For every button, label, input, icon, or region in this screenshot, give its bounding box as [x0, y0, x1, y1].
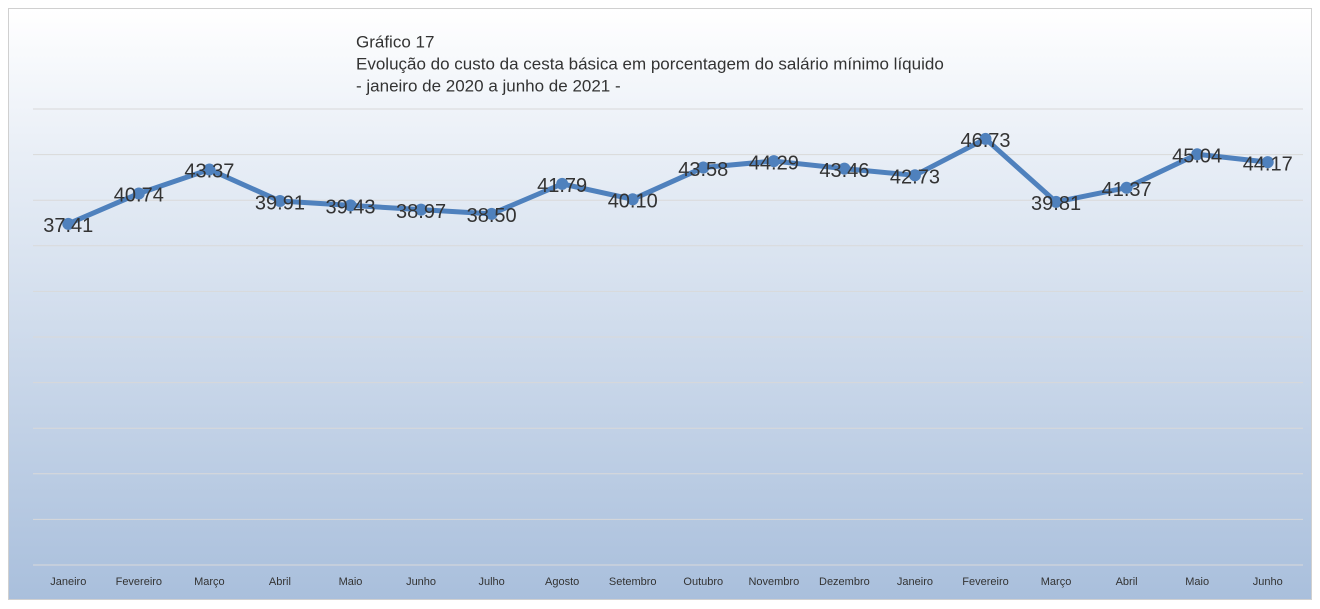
- x-tick-label: Setembro: [609, 576, 657, 588]
- data-label: 39.43: [325, 197, 375, 219]
- point: [979, 132, 992, 145]
- x-tick-label: Abril: [269, 576, 291, 588]
- point: [415, 203, 428, 216]
- x-tick-label: Outubro: [683, 576, 723, 588]
- data-label: 45.04: [1172, 146, 1222, 168]
- point: [838, 162, 851, 175]
- data-label: 40.10: [608, 191, 658, 213]
- x-tick-label: Março: [1041, 576, 1072, 588]
- point: [626, 193, 639, 206]
- point: [203, 163, 216, 176]
- data-label: 43.46: [819, 160, 869, 182]
- point: [697, 161, 710, 174]
- point: [62, 217, 75, 230]
- series-line: [67, 136, 1268, 227]
- data-label: 39.91: [255, 192, 305, 214]
- x-tick-label: Dezembro: [819, 576, 870, 588]
- data-label: 37.41: [43, 215, 93, 237]
- x-tick-label: Janeiro: [897, 576, 933, 588]
- data-label: 38.50: [467, 205, 517, 227]
- data-label: 44.29: [749, 152, 799, 174]
- point: [767, 155, 780, 168]
- point: [273, 195, 286, 208]
- point: [344, 199, 357, 212]
- point: [556, 177, 569, 190]
- chart-subtitle: - janeiro de 2020 a junho de 2021 -: [356, 76, 621, 95]
- x-tick-label: Junho: [406, 576, 436, 588]
- x-tick-label: Julho: [478, 576, 504, 588]
- data-label: 41.79: [537, 175, 587, 197]
- x-tick-label: Maio: [1185, 576, 1209, 588]
- data-label: 43.58: [678, 159, 728, 181]
- data-label: 42.73: [890, 167, 940, 189]
- point: [908, 169, 921, 182]
- point: [1050, 195, 1063, 208]
- x-tick-label: Agosto: [545, 576, 579, 588]
- x-tick-label: Fevereiro: [962, 576, 1008, 588]
- data-label: 41.37: [1102, 179, 1152, 201]
- data-label: 43.37: [184, 161, 234, 183]
- chart-title: Gráfico 17: [356, 32, 434, 51]
- x-tick-label: Abril: [1116, 576, 1138, 588]
- x-tick-label: Junho: [1253, 576, 1283, 588]
- x-tick-label: Fevereiro: [116, 576, 162, 588]
- data-label: 44.17: [1243, 153, 1293, 175]
- point: [485, 207, 498, 220]
- data-label: 40.74: [114, 185, 164, 207]
- data-label: 39.81: [1031, 193, 1081, 215]
- point: [1120, 181, 1133, 194]
- point: [1191, 148, 1204, 161]
- x-tick-label: Maio: [339, 576, 363, 588]
- chart-subtitle: Evolução do custo da cesta básica em por…: [356, 54, 944, 73]
- point: [1261, 156, 1274, 169]
- data-label: 38.97: [396, 201, 446, 223]
- x-tick-label: Março: [194, 576, 225, 588]
- chart-area: [8, 8, 1312, 600]
- data-label: 46.73: [960, 130, 1010, 152]
- x-tick-label: Janeiro: [50, 576, 86, 588]
- x-tick-label: Novembro: [748, 576, 799, 588]
- point: [132, 187, 145, 200]
